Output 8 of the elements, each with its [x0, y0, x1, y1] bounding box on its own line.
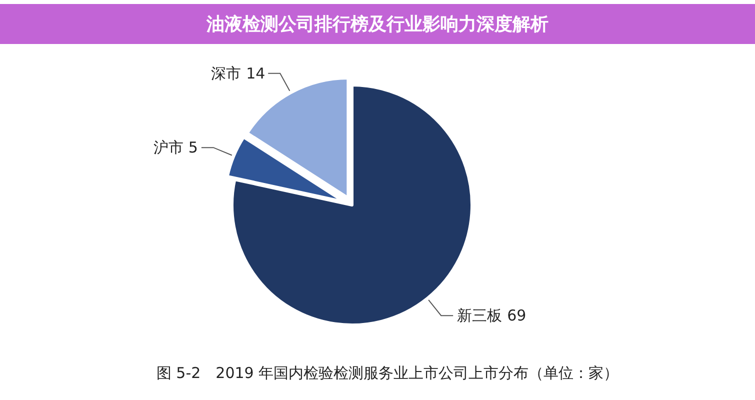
- caption: 图 5-2 2019 年国内检验检测服务业上市公司上市分布（单位：家）: [156, 364, 619, 382]
- slice-label: 新三板: [457, 306, 502, 325]
- data-label: 5: [188, 138, 198, 157]
- data-label: 14: [246, 64, 266, 82]
- slice-label: 深市: [211, 64, 242, 82]
- data-label: 69: [507, 306, 526, 325]
- chart-title: 油液检测公司排行榜及行业影响力深度解析: [206, 14, 548, 35]
- slice-label: 沪市: [153, 138, 184, 157]
